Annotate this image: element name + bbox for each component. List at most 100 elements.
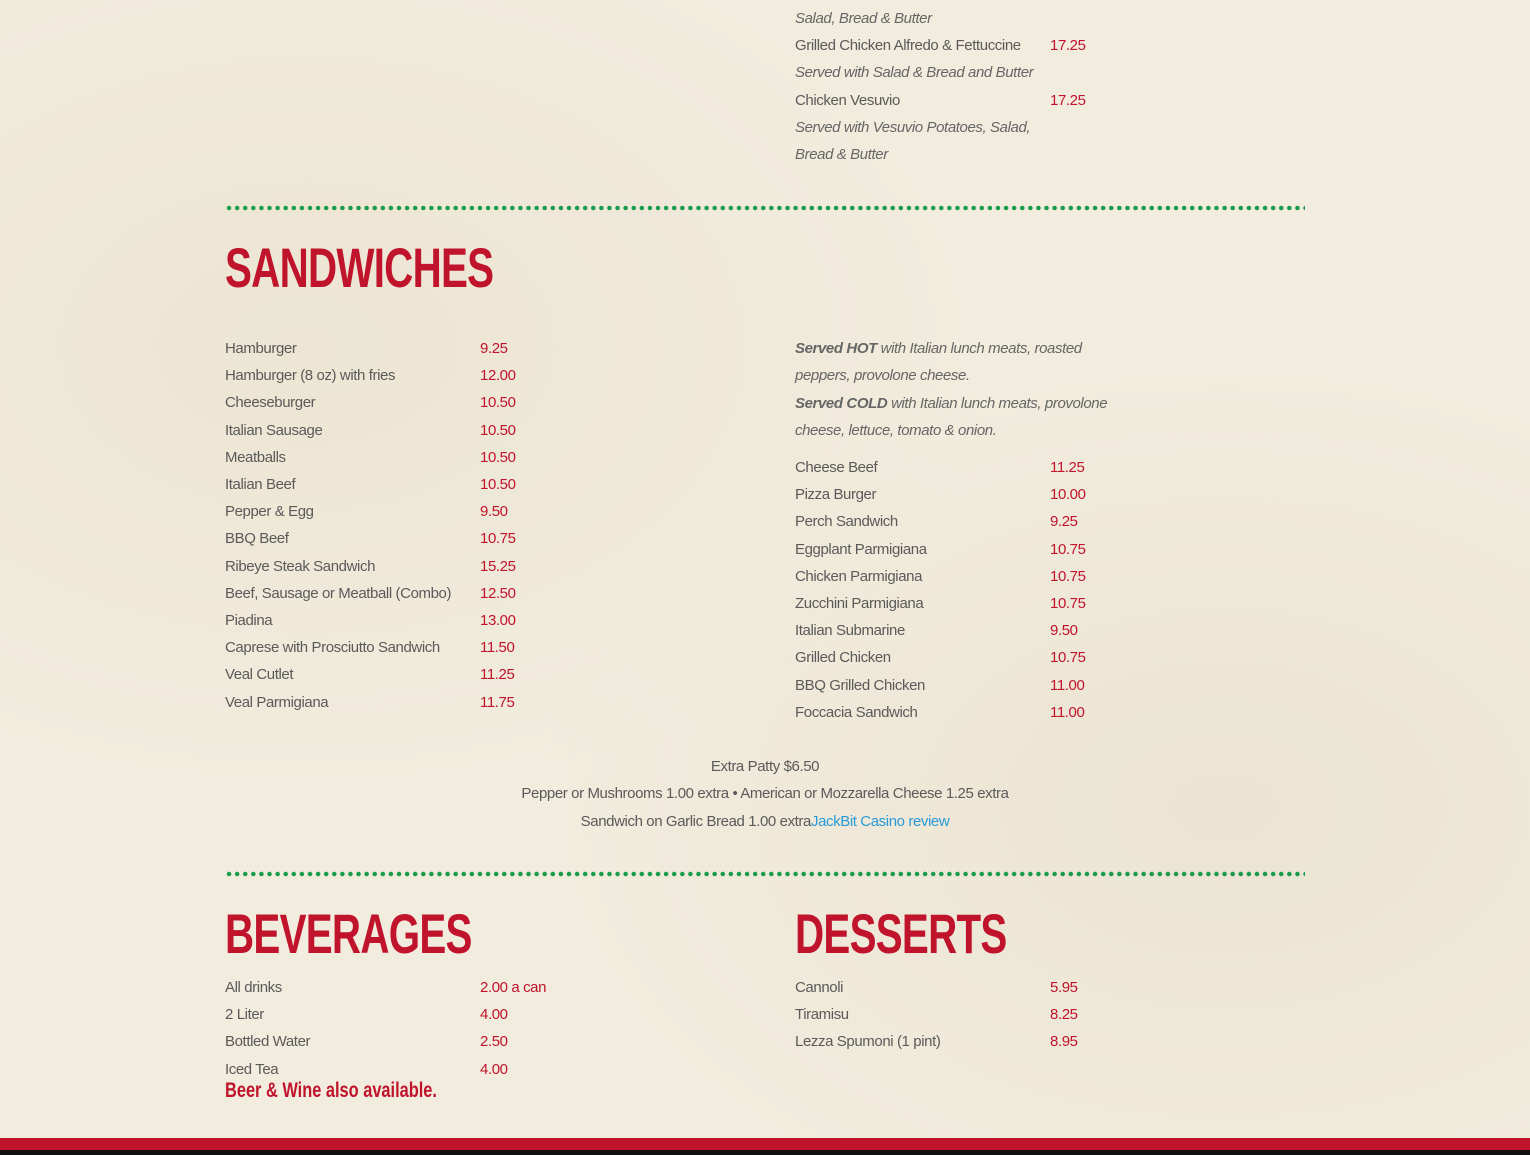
menu-item: Iced Tea 4.00 bbox=[225, 1056, 625, 1083]
menu-item: Cheeseburger 10.50 bbox=[225, 389, 625, 416]
garlic-bread-text: Sandwich on Garlic Bread 1.00 extra bbox=[580, 813, 812, 830]
item-price: 11.00 bbox=[1050, 676, 1085, 694]
item-name: Italian Sausage bbox=[225, 421, 323, 439]
extra-garlic-bread: Sandwich on Garlic Bread 1.00 extraJackB… bbox=[0, 808, 1530, 835]
hot-text-2: peppers, provolone cheese. bbox=[795, 367, 970, 384]
item-name: 2 Liter bbox=[225, 1006, 264, 1024]
item-name: Hamburger bbox=[225, 340, 297, 357]
menu-item: Veal Cutlet 11.25 bbox=[225, 661, 625, 688]
item-name: Cheeseburger bbox=[225, 394, 316, 412]
menu-item: Chicken Vesuvio 17.25 bbox=[795, 87, 1195, 114]
item-name: Chicken Vesuvio bbox=[795, 91, 900, 109]
item-price: 15.25 bbox=[480, 557, 516, 575]
item-name: All drinks bbox=[225, 979, 282, 996]
item-name: Ribeye Steak Sandwich bbox=[225, 557, 376, 575]
section-title-beverages: BEVERAGES bbox=[225, 902, 472, 965]
menu-item: BBQ Grilled Chicken 11.00 bbox=[795, 672, 1195, 699]
dotted-divider bbox=[225, 871, 1305, 877]
extra-toppings: Pepper or Mushrooms 1.00 extra • America… bbox=[521, 785, 1009, 802]
item-price: 2.00 a can bbox=[480, 979, 547, 996]
item-price: 10.75 bbox=[1050, 649, 1086, 667]
item-price: 10.75 bbox=[1050, 540, 1086, 558]
item-name: Iced Tea bbox=[225, 1060, 279, 1078]
served-hot-note: Served HOT with Italian lunch meats, roa… bbox=[795, 335, 1135, 389]
menu-item: Ribeye Steak Sandwich 15.25 bbox=[225, 553, 625, 580]
item-price: 10.50 bbox=[480, 476, 516, 493]
item-name: Zucchini Parmigiana bbox=[795, 595, 924, 612]
menu-item: Pizza Burger 10.00 bbox=[795, 481, 1195, 508]
menu-item: Grilled Chicken 10.75 bbox=[795, 644, 1195, 671]
item-price: 9.50 bbox=[480, 503, 508, 521]
item-name: Pepper & Egg bbox=[225, 503, 314, 521]
item-price: 10.75 bbox=[1050, 595, 1086, 612]
menu-item: Italian Beef 10.50 bbox=[225, 471, 625, 498]
item-name: Cheese Beef bbox=[795, 459, 878, 476]
item-price: 12.00 bbox=[480, 367, 516, 385]
menu-item: Cannoli 5.95 bbox=[795, 974, 1195, 1001]
item-name: Italian Beef bbox=[225, 476, 296, 493]
menu-item: BBQ Beef 10.75 bbox=[225, 525, 625, 552]
menu-item: All drinks 2.00 a can bbox=[225, 974, 625, 1001]
menu-item: Beef, Sausage or Meatball (Combo) 12.50 bbox=[225, 580, 625, 607]
item-description: Bread & Butter bbox=[795, 146, 888, 163]
menu-item: Tiramisu 8.25 bbox=[795, 1001, 1195, 1028]
item-name: Hamburger (8 oz) with fries bbox=[225, 367, 396, 385]
item-name: Piadina bbox=[225, 612, 273, 629]
menu-item: Zucchini Parmigiana 10.75 bbox=[795, 590, 1195, 617]
item-name: Tiramisu bbox=[795, 1006, 849, 1024]
dotted-divider bbox=[225, 205, 1305, 211]
item-price: 10.50 bbox=[480, 394, 516, 412]
item-price: 17.25 bbox=[1050, 91, 1086, 109]
item-price: 4.00 bbox=[480, 1060, 508, 1078]
item-price: 11.50 bbox=[480, 639, 515, 657]
menu-item: Cheese Beef 11.25 bbox=[795, 454, 1195, 481]
item-price: 5.95 bbox=[1050, 979, 1078, 996]
cold-text-2: cheese, lettuce, tomato & onion. bbox=[795, 422, 997, 439]
beer-wine-note: Beer & Wine also available. bbox=[225, 1079, 437, 1102]
item-price: 12.50 bbox=[480, 584, 516, 602]
item-name: Cannoli bbox=[795, 979, 844, 996]
item-price: 10.75 bbox=[480, 530, 516, 548]
item-price: 9.50 bbox=[1050, 622, 1078, 640]
item-price: 4.00 bbox=[480, 1006, 508, 1024]
menu-item: Piadina 13.00 bbox=[225, 607, 625, 634]
item-name: Caprese with Prosciutto Sandwich bbox=[225, 639, 440, 657]
item-price: 10.75 bbox=[1050, 567, 1086, 585]
item-description: Served with Salad & Bread and Butter bbox=[795, 64, 1034, 82]
section-title-desserts: DESSERTS bbox=[795, 902, 1007, 965]
menu-item: Foccacia Sandwich 11.00 bbox=[795, 699, 1195, 726]
menu-item: Chicken Parmigiana 10.75 bbox=[795, 563, 1195, 590]
item-name: BBQ Beef bbox=[225, 530, 289, 548]
review-link[interactable]: JackBit Casino review bbox=[810, 813, 950, 830]
item-name: Meatballs bbox=[225, 448, 286, 466]
item-price: 11.00 bbox=[1050, 703, 1085, 721]
menu-item: Hamburger (8 oz) with fries 12.00 bbox=[225, 362, 625, 389]
menu-item: Italian Sausage 10.50 bbox=[225, 417, 625, 444]
menu-item: Pepper & Egg 9.50 bbox=[225, 498, 625, 525]
menu-item: Hamburger 9.25 bbox=[225, 335, 625, 362]
item-name: Veal Cutlet bbox=[225, 666, 294, 684]
item-name: Italian Submarine bbox=[795, 622, 905, 640]
footer-edge bbox=[0, 1150, 1530, 1155]
item-description: Served with Vesuvio Potatoes, Salad, bbox=[795, 118, 1031, 136]
item-price: 8.95 bbox=[1050, 1033, 1078, 1051]
item-price: 9.25 bbox=[480, 340, 508, 357]
menu-item: 2 Liter 4.00 bbox=[225, 1001, 625, 1028]
menu-item: Bottled Water 2.50 bbox=[225, 1028, 625, 1055]
item-description: Salad, Bread & Butter bbox=[795, 10, 932, 27]
item-price: 11.25 bbox=[1050, 459, 1085, 476]
item-name: Grilled Chicken Alfredo & Fettuccine bbox=[795, 37, 1021, 55]
hot-text: with Italian lunch meats, roasted bbox=[876, 340, 1082, 357]
menu-item: Grilled Chicken Alfredo & Fettuccine 17.2… bbox=[795, 32, 1195, 59]
item-price: 8.25 bbox=[1050, 1006, 1078, 1024]
menu-item: Veal Parmigiana 11.75 bbox=[225, 689, 625, 716]
item-name: Grilled Chicken bbox=[795, 649, 891, 667]
cold-label: Served COLD bbox=[795, 395, 888, 412]
item-price: 9.25 bbox=[1050, 513, 1078, 531]
served-cold-note: Served COLD with Italian lunch meats, pr… bbox=[795, 390, 1135, 444]
item-name: BBQ Grilled Chicken bbox=[795, 676, 925, 694]
menu-item: Eggplant Parmigiana 10.75 bbox=[795, 536, 1195, 563]
section-title-sandwiches: SANDWICHES bbox=[225, 236, 494, 299]
item-name: Foccacia Sandwich bbox=[795, 703, 918, 721]
